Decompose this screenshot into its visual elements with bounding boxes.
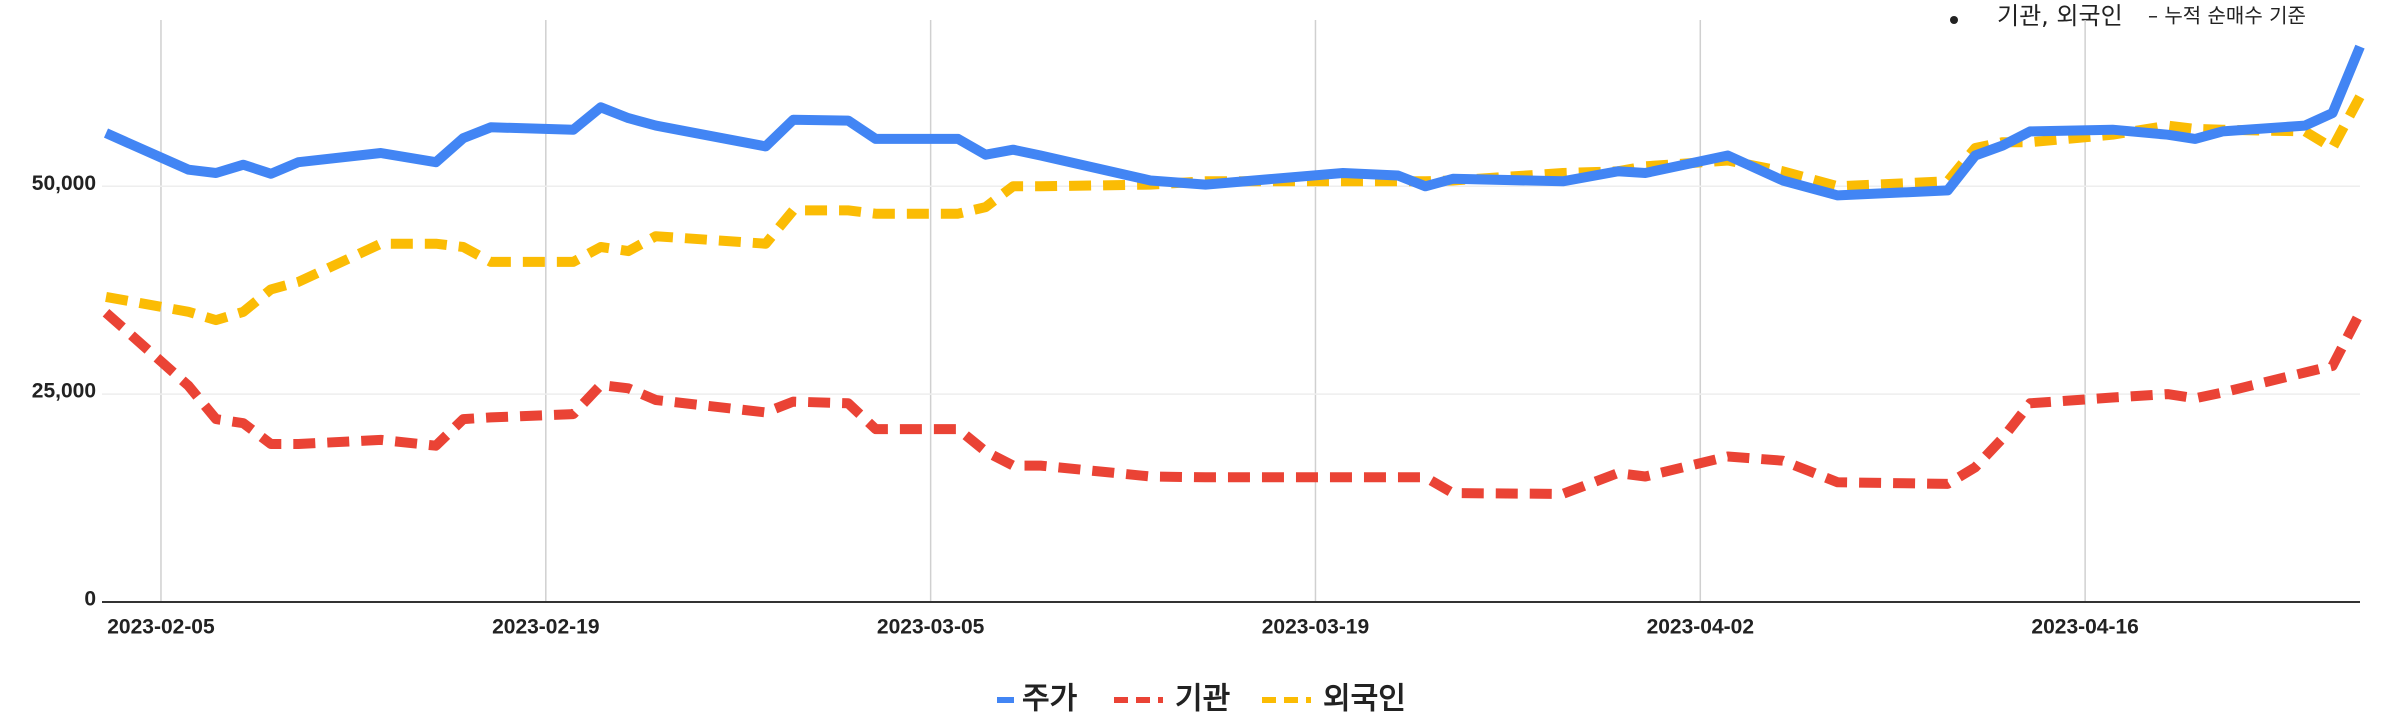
legend-label: 기관 xyxy=(1175,682,1230,717)
y-tick-label: 50,000 xyxy=(32,172,96,195)
y-tick-label: 25,000 xyxy=(32,380,96,403)
series-line xyxy=(103,44,2365,201)
legend-label: 외국인 xyxy=(1323,682,1406,717)
annotation-text: – 누적 순매수 기준 xyxy=(2148,4,2306,28)
legend-label: 주가 xyxy=(1022,682,1078,717)
legend: 주가 기관 외국인 xyxy=(997,682,1406,717)
x-tick-label: 2023-02-05 xyxy=(107,616,215,639)
x-tick-label: 2023-04-02 xyxy=(1647,616,1754,639)
annotation-bold: 기관, 외국인 xyxy=(1997,2,2123,30)
x-tick-label: 2023-03-05 xyxy=(877,616,985,639)
x-tick-label: 2023-04-16 xyxy=(2031,616,2138,639)
series-line xyxy=(102,308,2365,499)
x-tick-label: 2023-02-19 xyxy=(492,616,599,639)
plot xyxy=(102,44,2365,499)
grid: 2023-02-05 2023-02-19 2023-03-05 2023-03-19… xyxy=(32,20,2360,639)
x-tick-label: 2023-03-19 xyxy=(1262,616,1369,639)
y-tick-label: 0 xyxy=(84,588,96,611)
bullet xyxy=(1950,16,1958,24)
